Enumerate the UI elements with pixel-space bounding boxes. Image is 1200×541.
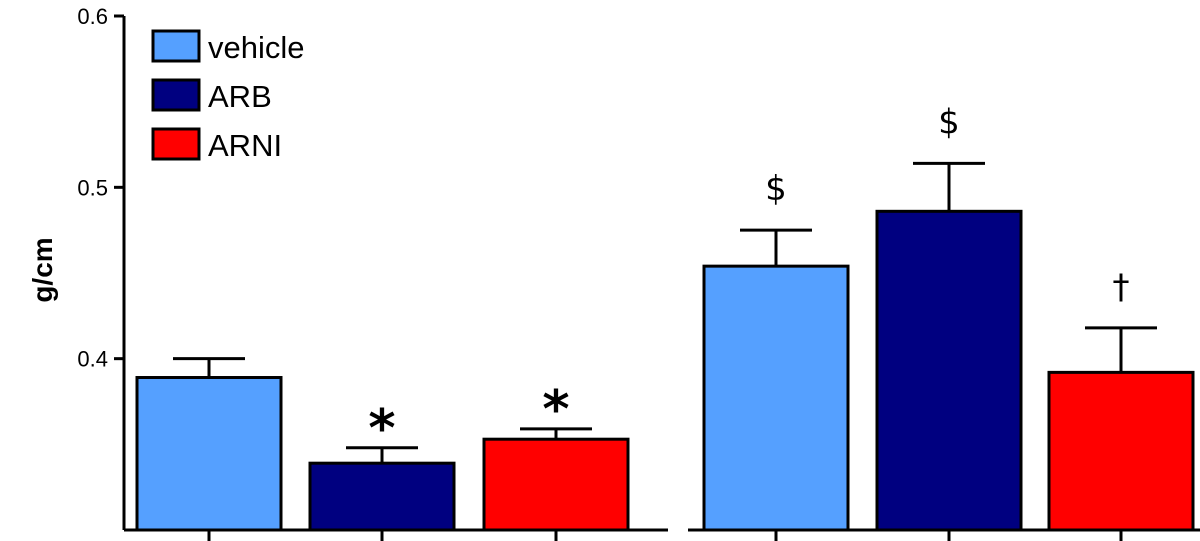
y-tick-label: 0.4 xyxy=(77,347,108,372)
legend-label: ARNI xyxy=(208,128,282,163)
significance-marker: * xyxy=(368,399,395,459)
error-bars xyxy=(173,161,1157,464)
significance-marker: * xyxy=(542,380,569,440)
bars xyxy=(135,209,1195,532)
significance-marker: $ xyxy=(938,102,960,142)
y-axis-label: g/cm xyxy=(27,237,58,302)
legend-swatch xyxy=(151,29,201,63)
y-tick-label: 0.6 xyxy=(77,4,108,29)
annotations: * * $ $ † xyxy=(368,102,1129,458)
significance-marker: $ xyxy=(765,169,787,209)
bar-arb xyxy=(308,461,456,532)
legend-swatch xyxy=(151,127,201,161)
bar-arni xyxy=(482,437,630,532)
bar-vehicle xyxy=(702,264,850,532)
legend-swatch xyxy=(151,78,201,112)
legend-label: ARB xyxy=(208,79,272,114)
legend-label: vehicle xyxy=(208,30,305,65)
y-tick-label: 0.5 xyxy=(77,175,108,200)
legend: vehicle ARB ARNI xyxy=(151,29,305,163)
significance-marker: † xyxy=(1113,267,1130,307)
bar-arb xyxy=(875,209,1023,532)
bar-vehicle xyxy=(135,376,283,532)
bar-arni xyxy=(1047,370,1195,532)
